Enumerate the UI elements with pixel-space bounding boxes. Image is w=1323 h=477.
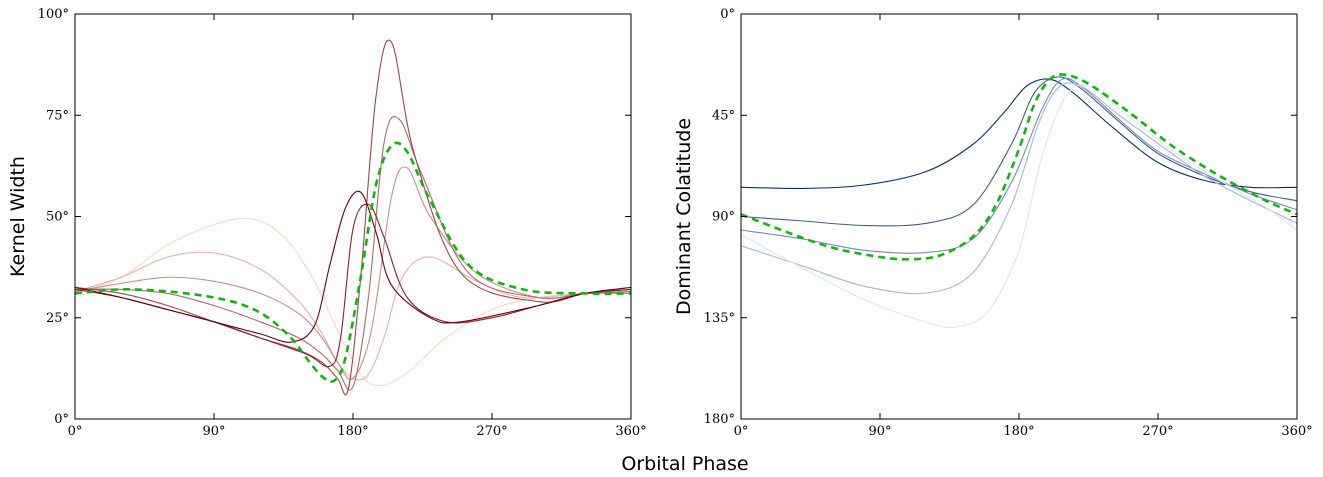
y-tick-label: 0° [720, 7, 735, 22]
shared-x-axis-label: Orbital Phase [621, 453, 748, 475]
y-tick-label: 50° [46, 210, 69, 225]
x-tick-label: 270° [476, 424, 507, 439]
y-axis-label: Dominant Colatitude [673, 118, 695, 315]
series-line-0 [75, 217, 631, 387]
series-line-4 [75, 39, 631, 396]
series-line-2 [741, 77, 1297, 254]
dominant-colatitude-panel: 0° 90° 180° 270° 360° 0° 45° 90° 135° 180° Dominan… [673, 7, 1313, 439]
mean-line [75, 141, 631, 383]
x-tick-label: 90° [868, 424, 891, 439]
series-group [75, 39, 631, 396]
series-line-3 [741, 82, 1297, 295]
series-line-3 [75, 116, 631, 391]
y-tick-label: 25° [46, 311, 69, 326]
y-tick-label: 135° [704, 311, 735, 326]
x-tick-label: 0° [68, 424, 83, 439]
y-tick-label: 45° [712, 108, 735, 123]
y-tick-label: 75° [46, 108, 69, 123]
x-tick-label: 180° [337, 424, 368, 439]
y-tick-label: 180° [704, 412, 735, 427]
series-group [741, 73, 1297, 329]
series-line-2 [75, 166, 631, 381]
series-line-0 [741, 78, 1297, 190]
series-line-5 [75, 203, 631, 368]
y-tick-label: 0° [54, 412, 69, 427]
y-axis-label: Kernel Width [7, 156, 29, 277]
plot-frame [740, 13, 1298, 420]
x-tick-label: 0° [734, 424, 749, 439]
series-line-4 [741, 84, 1297, 329]
x-tick-label: 360° [1281, 424, 1312, 439]
kernel-width-panel: 0° 90° 180° 270° 360° 0° 25° 50° 75° 100° Kernel W… [7, 7, 647, 439]
x-tick-label: 90° [202, 424, 225, 439]
series-line-6 [75, 190, 631, 343]
series-line-1 [741, 76, 1297, 227]
x-tick-label: 180° [1003, 424, 1034, 439]
y-tick-label: 100° [38, 7, 69, 22]
y-tick-label: 90° [712, 210, 735, 225]
x-tick-label: 270° [1142, 424, 1173, 439]
x-tick-label: 360° [615, 424, 646, 439]
